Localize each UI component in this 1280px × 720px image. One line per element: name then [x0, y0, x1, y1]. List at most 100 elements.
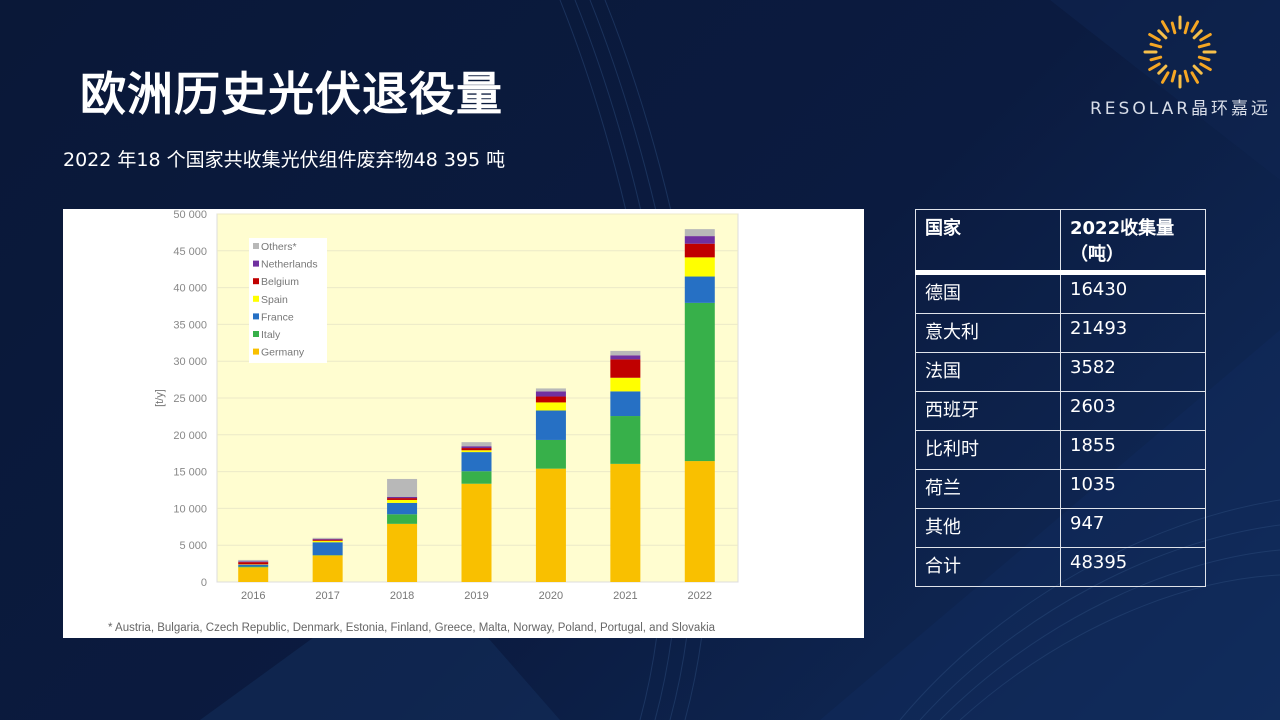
bar-segment-france-2017 [312, 542, 343, 556]
legend-label: Italy [261, 329, 281, 341]
amount-cell: 21493 [1060, 313, 1206, 353]
bar-segment-france-2022 [684, 276, 715, 303]
logo-ray [1183, 69, 1190, 83]
bar-segment-netherlands-2020 [535, 391, 566, 397]
y-tick-label: 50 000 [173, 209, 207, 221]
bar-segment-italy-2019 [461, 471, 492, 484]
bar-segment-italy-2021 [610, 416, 641, 464]
x-tick-label: 2020 [539, 590, 563, 602]
table-row: 合计 48395 [915, 547, 1206, 587]
country-cell: 法国 [915, 352, 1061, 392]
bar-segment-france-2018 [387, 502, 418, 515]
amount-cell: 1855 [1060, 430, 1206, 470]
bar-segment-italy-2022 [684, 302, 715, 462]
logo-ray [1192, 64, 1203, 75]
table-row: 德国 16430 [915, 272, 1206, 314]
legend-label: Netherlands [261, 259, 318, 271]
bar-segment-spain-2019 [461, 450, 492, 453]
logo-ray [1192, 29, 1203, 40]
bar-segment-germany-2020 [535, 468, 566, 582]
chart-svg: 0 5 000 10 000 15 000 20 000 25 000 30 000 35 0… [108, 209, 739, 634]
bar-segment-spain-2020 [535, 402, 566, 411]
bar-segment-belgium-2017 [312, 539, 343, 541]
legend-swatch [253, 260, 259, 267]
bar-segment-netherlands-2016 [238, 561, 269, 563]
logo-ray [1148, 62, 1161, 71]
bar-segment-others-2018 [387, 478, 418, 497]
legend-label: Spain [261, 294, 288, 306]
bar-segment-spain-2017 [312, 540, 343, 543]
y-tick-label: 30 000 [173, 356, 207, 368]
y-tick-label: 25 000 [173, 393, 207, 405]
logo-ray [1183, 21, 1190, 35]
country-cell: 荷兰 [915, 469, 1061, 509]
table-row: 西班牙 2603 [915, 391, 1206, 431]
logo-ray [1157, 29, 1168, 40]
logo-ray [1199, 33, 1212, 42]
logo-text: RESOLAR晶环嘉远 [1090, 99, 1272, 119]
bar-segment-italy-2018 [387, 514, 418, 524]
logo-ray [1149, 55, 1163, 62]
bar-segment-belgium-2016 [238, 562, 269, 565]
logo-ray [1199, 62, 1212, 71]
bar-segment-italy-2020 [535, 439, 566, 469]
bar-segment-germany-2017 [312, 555, 343, 582]
table-row: 荷兰 1035 [915, 469, 1206, 509]
chart-footnote: * Austria, Bulgaria, Czech Republic, Den… [108, 622, 716, 634]
logo-ray [1197, 55, 1211, 62]
logo-ray [1161, 20, 1170, 33]
bar-segment-france-2016 [238, 564, 269, 567]
amount-cell: 947 [1060, 508, 1206, 548]
table-row: 意大利 21493 [915, 313, 1206, 353]
y-tick-label: 15 000 [173, 467, 207, 479]
country-cell: 意大利 [915, 313, 1061, 353]
y-tick-label: 35 000 [173, 319, 207, 331]
y-tick-label: 10 000 [173, 503, 207, 515]
bar-segment-others-2017 [312, 537, 343, 539]
table-row: 其他 947 [915, 508, 1206, 548]
bar-segment-france-2019 [461, 452, 492, 472]
y-tick-label: 40 000 [173, 283, 207, 295]
amount-cell: 48395 [1060, 547, 1206, 587]
legend-swatch [253, 243, 259, 249]
logo-ray [1157, 64, 1168, 75]
bar-segment-netherlands-2022 [684, 236, 715, 244]
bar-segment-germany-2022 [684, 461, 715, 582]
bar-segment-france-2021 [610, 391, 641, 417]
bar-segment-germany-2018 [387, 523, 418, 582]
legend-swatch [253, 348, 259, 355]
bar-segment-netherlands-2019 [461, 446, 492, 449]
x-tick-label: 2017 [315, 590, 339, 602]
logo-ray [1190, 71, 1199, 84]
bar-segment-netherlands-2017 [312, 538, 343, 540]
y-tick-label: 20 000 [173, 430, 207, 442]
country-cell: 其他 [915, 508, 1061, 548]
bar-segment-germany-2021 [610, 463, 641, 582]
legend-label: Germany [261, 347, 305, 359]
table-row: 比利时 1855 [915, 430, 1206, 470]
bar-segment-others-2022 [684, 229, 715, 237]
bar-segment-germany-2019 [461, 483, 492, 582]
y-tick-label: 45 000 [173, 246, 207, 258]
logo-ray [1161, 71, 1170, 84]
sunburst-logo-icon [1143, 15, 1217, 89]
country-cell: 西班牙 [915, 391, 1061, 431]
collection-table: 国家 2022收集量（吨） 德国 16430 意大利 21493 法国 3582 西班牙 26… [915, 209, 1206, 587]
bar-segment-belgium-2018 [387, 498, 418, 500]
bar-segment-belgium-2021 [610, 359, 641, 378]
table-header-row: 国家 2022收集量（吨） [915, 209, 1206, 275]
y-axis-label: [t/y] [154, 389, 166, 407]
legend-box [249, 238, 327, 363]
bar-segment-netherlands-2018 [387, 496, 418, 499]
bar-segment-others-2019 [461, 442, 492, 447]
x-tick-label: 2022 [688, 590, 712, 602]
logo-ray [1197, 42, 1211, 49]
stacked-bar-chart: 0 5 000 10 000 15 000 20 000 25 000 30 000 35 0… [63, 209, 864, 638]
amount-cell: 1035 [1060, 469, 1206, 509]
bar-segment-others-2020 [535, 388, 566, 392]
bar-segment-spain-2021 [610, 377, 641, 392]
table-row: 法国 3582 [915, 352, 1206, 392]
bar-segment-belgium-2022 [684, 243, 715, 258]
country-cell: 比利时 [915, 430, 1061, 470]
logo-ray [1190, 20, 1199, 33]
